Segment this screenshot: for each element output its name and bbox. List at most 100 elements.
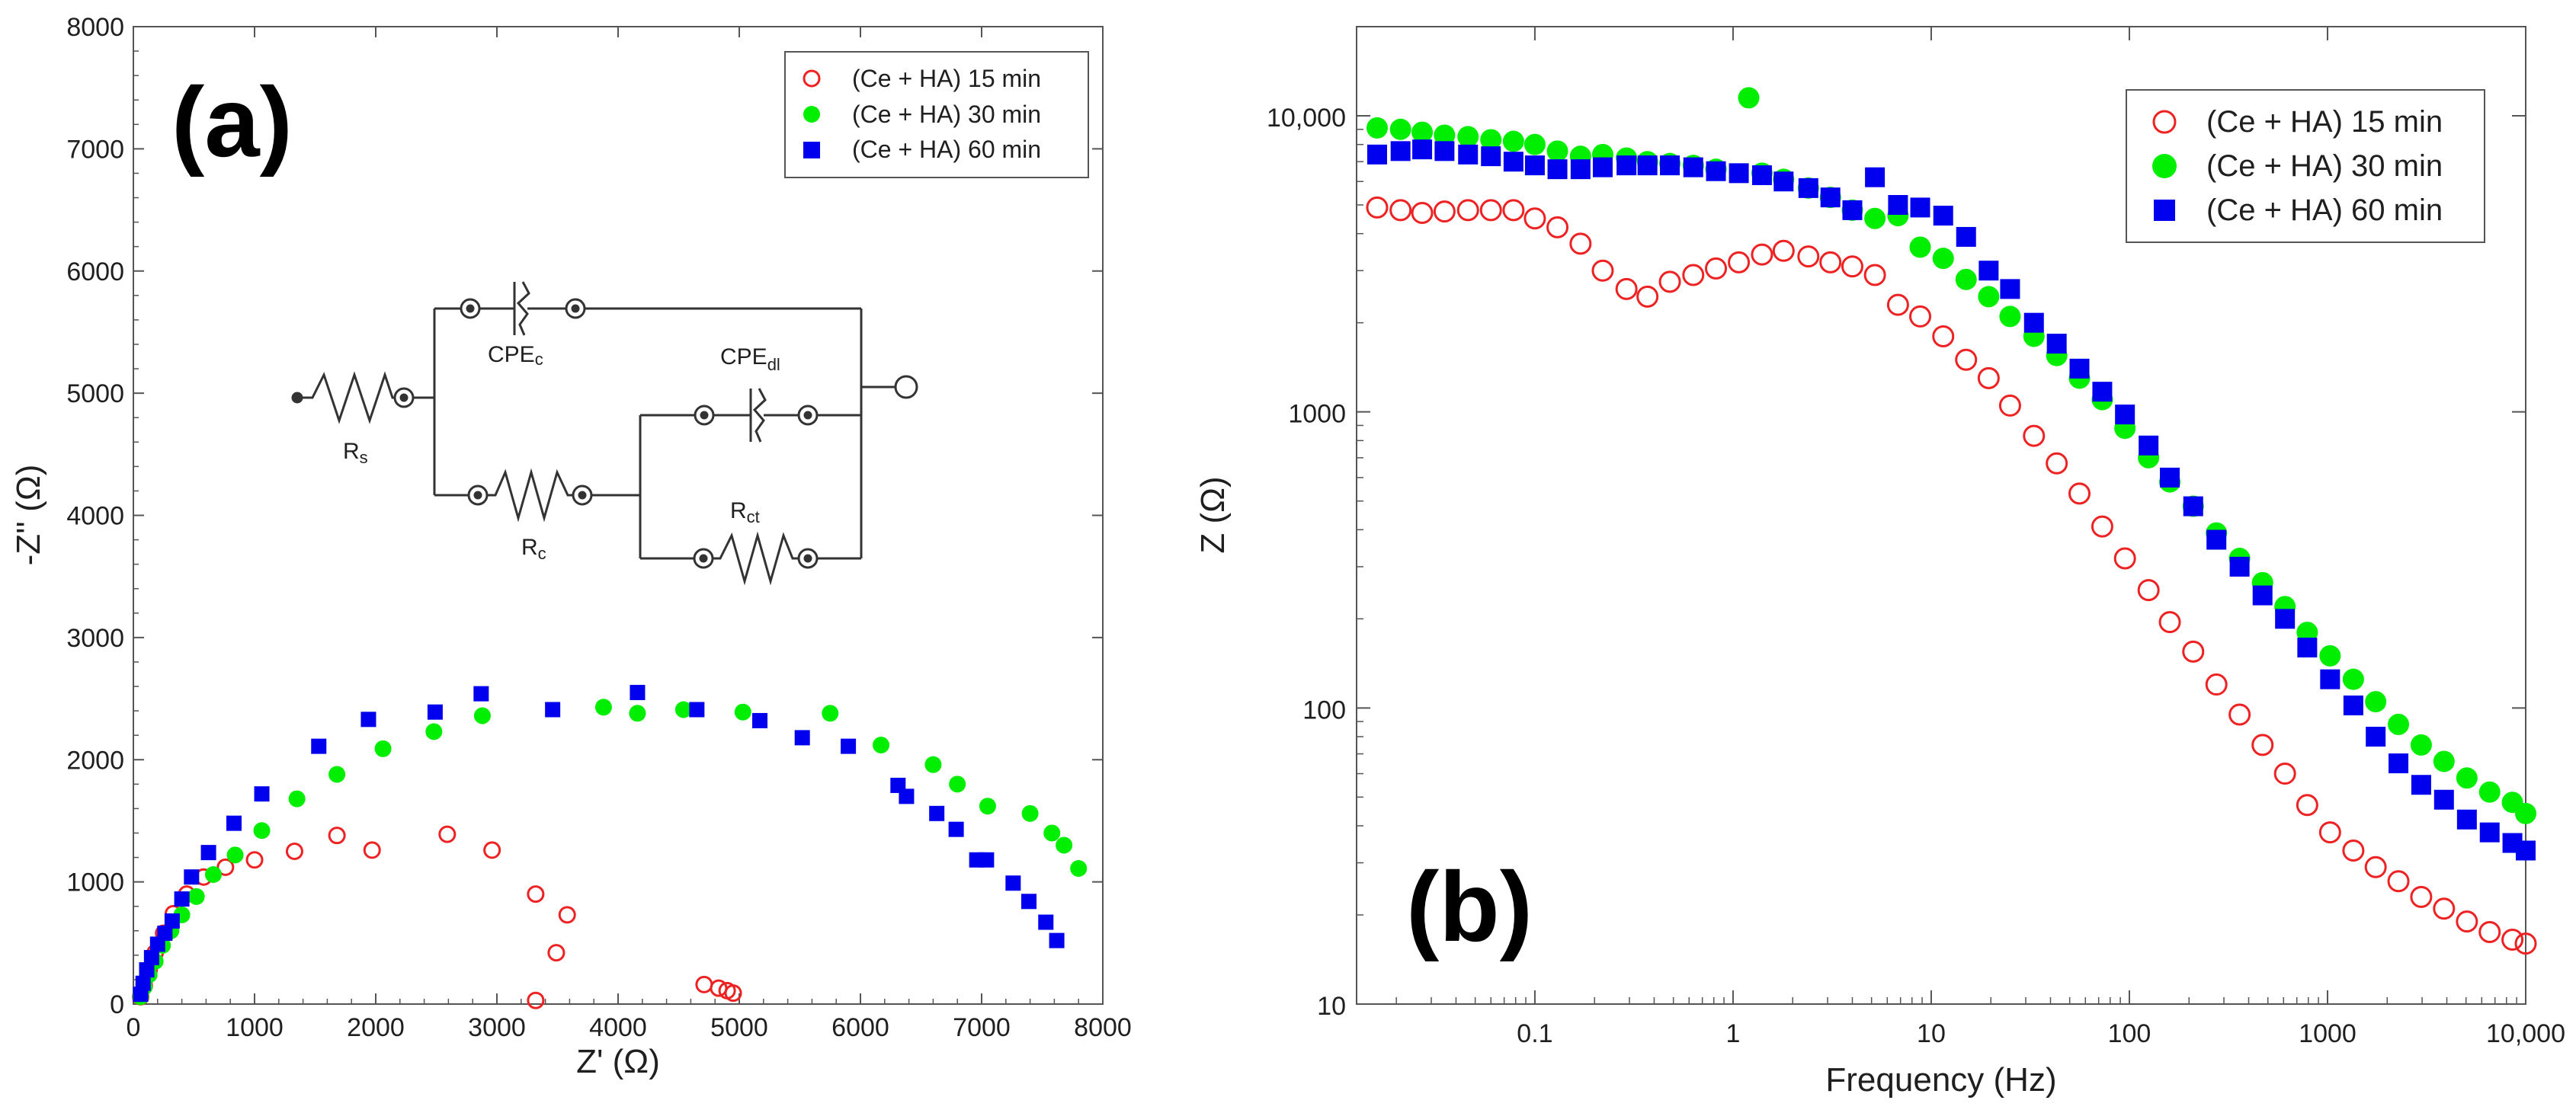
panel-b-point-series-0	[1705, 257, 1728, 280]
panel-a-point-series-2	[689, 702, 705, 718]
panel-a-y-tick-label: 4000	[66, 502, 124, 531]
panel-b-point-series-2	[1524, 155, 1545, 176]
panel-b-point-series-2	[2183, 496, 2203, 517]
panel-b-point-series-2	[1978, 261, 1999, 281]
panel-b-point-series-1	[1955, 268, 1977, 290]
panel-b-point-series-0	[1433, 200, 1456, 223]
panel-b-point-series-2	[2433, 789, 2454, 810]
panel-a-frame	[133, 26, 1104, 1005]
legend-a-marker-60min	[803, 142, 820, 158]
panel-a-y-tick-label: 6000	[66, 257, 124, 286]
panel-b-point-series-2	[1434, 141, 1455, 162]
panel-b-point-series-2	[2160, 467, 2180, 488]
panel-b-point-series-2	[2252, 585, 2273, 606]
panel-a-point-series-2	[899, 788, 915, 804]
panel-b-point-series-1	[2319, 644, 2341, 667]
circuit-label-rct: Rct	[730, 498, 760, 526]
panel-a-point-series-2	[143, 950, 159, 966]
panel-b-point-series-2	[1956, 226, 1976, 247]
panel-b-point-series-0	[1772, 239, 1795, 262]
panel-b-point-series-0	[1819, 251, 1842, 273]
legend-a-label-30min: (Ce + HA) 30 min	[852, 101, 1041, 128]
panel-a-point-series-2	[135, 975, 151, 991]
legend-a-label-15min: (Ce + HA) 15 min	[852, 65, 1041, 92]
panel-a-x-tick-label: 2000	[347, 1013, 405, 1042]
panel-b-point-series-1	[2342, 668, 2364, 690]
panel-b-point-series-1	[1546, 140, 1568, 162]
equivalent-circuit-inset	[291, 281, 918, 586]
panel-b-point-series-0	[2456, 910, 2478, 933]
panel-a-point-series-1	[979, 798, 996, 815]
panel-b-point-series-1	[2456, 767, 2478, 789]
panel-a-point-series-2	[794, 730, 810, 746]
panel-b-point-series-2	[2000, 279, 2020, 299]
panel-a-point-series-0	[285, 843, 303, 861]
panel-b-point-series-2	[1842, 200, 1863, 220]
panel-b-point-series-0	[1863, 264, 1886, 286]
panel-b-point-series-0	[1411, 201, 1434, 224]
panel-b-point-series-1	[1502, 130, 1524, 152]
legend-b-label-30min: (Ce + HA) 30 min	[2206, 149, 2443, 183]
panel-a-point-series-0	[438, 825, 457, 843]
panel-a-point-series-2	[164, 913, 180, 929]
circuit-label-rs: Rs	[343, 439, 368, 467]
panel-a-x-tick-label: 4000	[589, 1013, 647, 1042]
panel-b-point-series-2	[1570, 159, 1591, 180]
panel-b-point-series-1	[2478, 781, 2501, 803]
panel-b-point-series-0	[1546, 216, 1569, 238]
panel-a-point-series-1	[949, 776, 966, 793]
panel-b-point-series-0	[1523, 207, 1546, 230]
panel-b-point-series-1	[1523, 133, 1546, 155]
legend-b-label-15min: (Ce + HA) 15 min	[2206, 105, 2443, 139]
panel-b-point-series-2	[2229, 556, 2250, 577]
panel-b-point-series-1	[2515, 802, 2536, 824]
panel-a-point-series-2	[254, 786, 270, 802]
panel-b-point-series-2	[2343, 695, 2363, 715]
panel-b-legend-box	[2126, 89, 2485, 243]
panel-a-point-series-1	[873, 737, 890, 754]
panel-b-point-series-2	[2069, 358, 2090, 379]
panel-b-point-series-0	[2410, 885, 2433, 908]
panel-a-point-series-2	[157, 925, 173, 941]
panel-b-point-series-2	[1820, 187, 1841, 208]
panel-a-point-series-1	[1043, 824, 1061, 842]
panel-a-point-series-2	[948, 821, 964, 837]
panel-b-point-series-2	[1751, 165, 1772, 185]
panel-b-y-tick-labels: 10 100 1000 10,000	[1267, 104, 1346, 1021]
panel-b-point-series-0	[1886, 293, 1909, 316]
panel-b-point-series-1	[2410, 734, 2432, 756]
panel-b-point-series-1	[1457, 126, 1479, 148]
panel-a-point-series-2	[184, 869, 200, 885]
panel-a-point-series-2	[1005, 875, 1021, 891]
panel-b-point-series-0	[1615, 277, 1638, 300]
panel-b-point-series-1	[1738, 87, 1760, 109]
panel-b-point-series-0	[2046, 452, 2068, 475]
panel-b-point-series-0	[1932, 325, 1955, 347]
panel-b-x-axis-title: Frequency (Hz)	[1825, 1061, 2056, 1099]
panel-b-y-tick-label: 100	[1302, 696, 1346, 724]
panel-b-point-series-2	[2389, 753, 2409, 774]
panel-b-point-series-0	[1841, 255, 1863, 278]
panel-b-point-series-0	[2068, 482, 2091, 505]
panel-a-x-tick-labels: 0 1000 2000 3000 4000 5000 6000 7000 8000	[127, 1013, 1132, 1042]
panel-b-point-series-1	[1411, 121, 1434, 143]
panel-b-point-series-0	[2501, 928, 2524, 951]
panel-a-point-series-0	[547, 944, 566, 962]
panel-b-point-series-0	[2205, 673, 2228, 696]
panel-a-legend-box	[784, 51, 1089, 178]
legend-b-label-60min: (Ce + HA) 60 min	[2206, 193, 2443, 227]
panel-a-point-series-1	[473, 707, 491, 724]
panel-b-point-series-1	[1932, 248, 1954, 270]
panel-b-point-series-0	[2433, 897, 2456, 920]
legend-a-marker-15min	[803, 69, 821, 88]
panel-b-point-series-0	[1797, 245, 1820, 268]
panel-a-data-points	[132, 685, 1088, 1009]
panel-b-point-series-0	[2342, 839, 2365, 862]
panel-b-point-series-0	[1998, 394, 2021, 417]
panel-a-x-tick-label: 0	[127, 1013, 141, 1042]
panel-b-point-series-2	[1637, 155, 1658, 176]
panel-b-point-series-2	[1660, 155, 1680, 176]
panel-a-point-series-2	[427, 704, 443, 720]
panel-a-point-series-2	[473, 686, 489, 702]
panel-b-point-series-2	[2320, 669, 2341, 689]
